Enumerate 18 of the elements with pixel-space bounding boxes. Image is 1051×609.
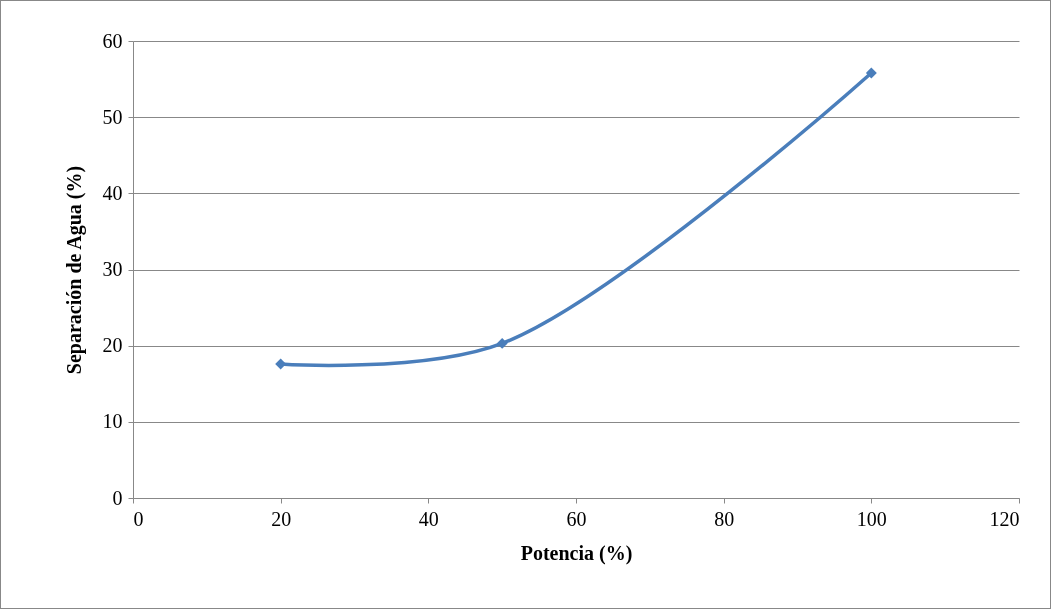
y-tick-label: 30 xyxy=(102,258,123,280)
x-tick-label: 20 xyxy=(271,507,292,530)
x-tick-label: 60 xyxy=(566,507,587,530)
x-tick-label: 40 xyxy=(418,507,439,530)
y-tick-label: 50 xyxy=(102,105,123,128)
y-tick-label: 60 xyxy=(102,29,123,52)
y-tick-label: 10 xyxy=(102,410,123,433)
y-tick-label: 40 xyxy=(102,181,123,204)
y-axis-title: Separación de Agua (%) xyxy=(62,165,86,375)
x-axis-title: Potencia (%) xyxy=(520,541,633,565)
x-tick-label: 120 xyxy=(989,507,1020,530)
point xyxy=(865,67,877,79)
y-tick-label: 0 xyxy=(112,486,123,509)
x-tick-label: 80 xyxy=(714,507,735,530)
point xyxy=(496,337,508,349)
x-tick-label: 100 xyxy=(856,507,887,530)
y-tick-label: 20 xyxy=(102,334,123,357)
x-tick-label: 0 xyxy=(133,507,144,530)
